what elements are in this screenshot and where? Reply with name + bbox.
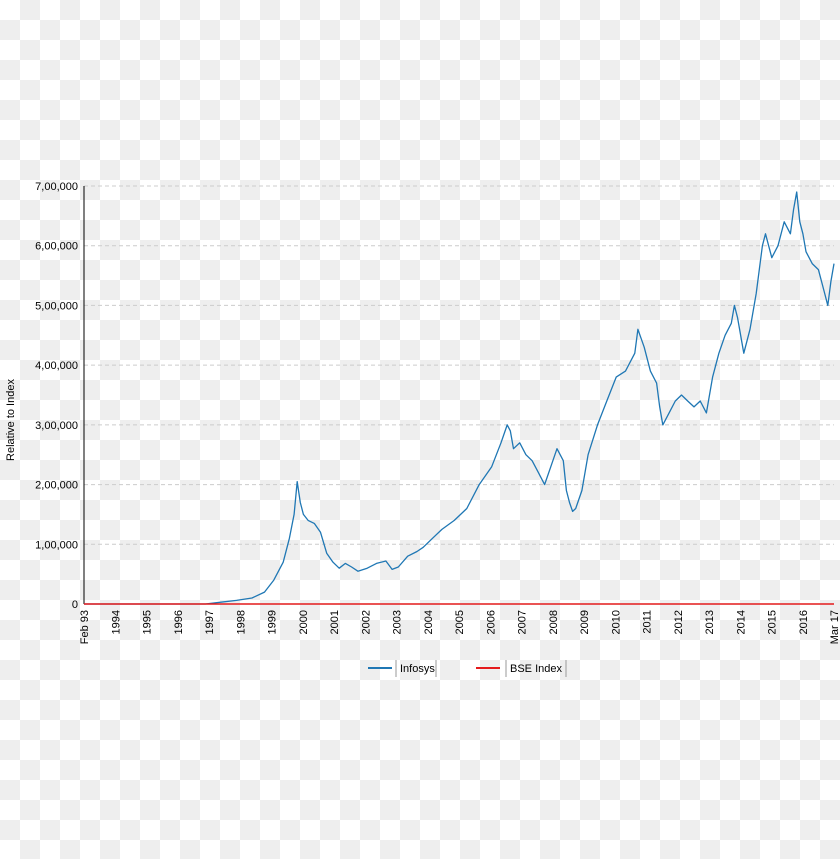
legend-item-bse-index: BSE Index bbox=[476, 660, 567, 677]
x-tick-label: 2000 bbox=[298, 610, 310, 634]
series-infosys-line bbox=[84, 191, 835, 605]
x-tick-label: 2004 bbox=[423, 610, 435, 634]
x-tick-label: 1997 bbox=[204, 610, 216, 634]
x-tick-label: Mar 17 bbox=[829, 610, 840, 644]
x-tick-label: 2015 bbox=[767, 610, 779, 634]
x-tick-label: 1995 bbox=[142, 610, 154, 634]
y-tick-label: 7,00,000 bbox=[35, 181, 78, 193]
legend-item-infosys: Infosys bbox=[368, 660, 437, 677]
legend: Infosys BSE Index bbox=[368, 660, 567, 677]
y-axis-title: Relative to Index bbox=[5, 379, 17, 461]
x-tick-label: 2009 bbox=[579, 610, 591, 634]
y-tick-label: 2,00,000 bbox=[35, 480, 78, 492]
x-tick-label: 1996 bbox=[173, 610, 185, 634]
x-tick-label: 2012 bbox=[673, 610, 685, 634]
x-tick-label: 2007 bbox=[517, 610, 529, 634]
x-tick-label: 1999 bbox=[267, 610, 279, 634]
x-tick-label: 1998 bbox=[235, 610, 247, 634]
x-tick-label: 2014 bbox=[735, 610, 747, 634]
x-tick-label: Feb 93 bbox=[79, 610, 91, 644]
x-tick-label: 2010 bbox=[610, 610, 622, 634]
y-tick-label: 1,00,000 bbox=[35, 539, 78, 551]
x-tick-labels: Feb 93 1994 1995 1996 1997 1998 1999 2000 2001 20… bbox=[79, 610, 840, 644]
y-tick-labels: 0 1,00,000 2,00,000 3,00,000 4,00,000 5,00,00… bbox=[35, 181, 78, 611]
y-tick-label: 5,00,000 bbox=[35, 300, 78, 312]
gridlines bbox=[84, 185, 834, 545]
x-tick-label: 2005 bbox=[454, 610, 466, 634]
x-tick-label: 1994 bbox=[110, 610, 122, 634]
x-tick-label: 2016 bbox=[798, 610, 810, 634]
y-tick-label: 6,00,000 bbox=[35, 241, 78, 253]
x-tick-label: 2006 bbox=[485, 610, 497, 634]
x-tick-label: 2002 bbox=[360, 610, 372, 634]
y-tick-label: 3,00,000 bbox=[35, 420, 78, 432]
x-tick-label: 2011 bbox=[642, 610, 654, 634]
legend-label-bse-index: BSE Index bbox=[510, 663, 562, 675]
legend-label-infosys: Infosys bbox=[400, 663, 435, 675]
y-tick-label: 4,00,000 bbox=[35, 360, 78, 372]
x-tick-label: 2003 bbox=[392, 610, 404, 634]
x-tick-label: 2013 bbox=[704, 610, 716, 634]
x-tick-label: 2008 bbox=[548, 610, 560, 634]
series-layer bbox=[84, 191, 835, 605]
y-tick-label: 0 bbox=[72, 599, 78, 611]
x-tick-label: 2001 bbox=[329, 610, 341, 634]
